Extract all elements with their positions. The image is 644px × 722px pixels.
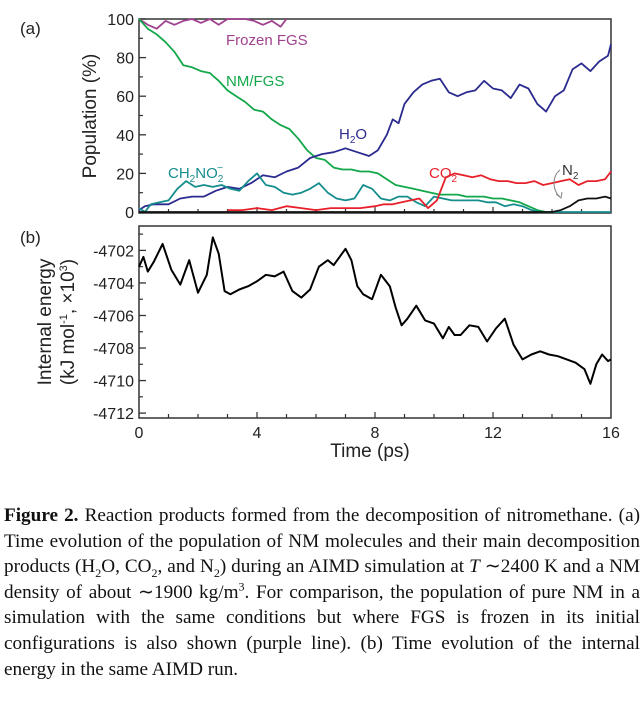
series-line-co2: [227, 170, 612, 211]
panel-b-series: [138, 236, 612, 385]
series-line-nm-fgs: [138, 18, 555, 213]
x-tick-label: 8: [371, 425, 380, 442]
caption-sup: 3: [238, 579, 245, 594]
panel-a-y-ticks: 0 20 40 60 80 100: [107, 12, 146, 222]
caption-text: O, CO: [101, 556, 152, 578]
caption-text: ∼2400 K and a NM density of about ∼1900 …: [4, 556, 640, 603]
y-tick-label: -4708: [93, 341, 134, 358]
panel-a-label: (a): [20, 19, 41, 38]
y-tick-label: -4706: [93, 308, 134, 325]
y-tick-label: 80: [116, 51, 134, 68]
caption-text: . For comparison, the population of pure…: [4, 581, 641, 680]
panel-b-y-axis-title-line1: Internal energy: [35, 258, 56, 385]
y-tick-label: -4702: [93, 243, 134, 260]
caption-label: Figure 2.: [4, 505, 79, 526]
y-tick-label: -4710: [93, 374, 134, 391]
n2-arrow-head: [555, 191, 563, 199]
panel-b-y-ticks: -4712 -4710 -4708 -4706 -4704 -4702: [93, 233, 146, 423]
series-line-n2: [139, 195, 612, 213]
y-tick-label: -4704: [93, 276, 134, 293]
panel-b-label: (b): [20, 228, 41, 247]
caption-italic: T: [469, 556, 480, 578]
label-co2: CO2: [429, 165, 458, 185]
y-tick-label: 20: [116, 166, 134, 183]
y-tick-label: -4712: [93, 406, 134, 423]
caption-text: ) during an AIMD simulation at: [219, 556, 470, 578]
label-h2o: H2O: [339, 126, 367, 146]
x-tick-label: 12: [484, 425, 502, 442]
label-frozen-fgs: Frozen FGS: [226, 32, 308, 49]
x-tick-label: 0: [135, 425, 144, 442]
panel-b-y-axis-title-line2: (kJ mol-1, ×103): [58, 259, 79, 385]
caption-text: Reaction products formed from the decomp…: [4, 505, 640, 578]
figure-caption: Figure 2. Reaction products formed from …: [4, 503, 640, 682]
y-tick-label: 40: [116, 128, 134, 145]
series-line-internal-energy: [138, 236, 612, 385]
x-tick-label: 16: [602, 425, 620, 442]
y-tick-label: 100: [107, 12, 134, 29]
y-tick-label: 0: [125, 205, 134, 222]
y-tick-label: 60: [116, 89, 134, 106]
caption-sub: 2: [213, 566, 220, 581]
caption-sub: 2: [95, 566, 102, 581]
caption-text: , and N: [157, 556, 214, 578]
label-nm-fgs: NM/FGS: [226, 73, 284, 90]
panel-b-x-ticks: 0 4 8 12 16: [135, 412, 620, 442]
series-line-h2o: [138, 43, 612, 211]
x-tick-label: 4: [253, 425, 262, 442]
label-n2: N2: [562, 162, 579, 182]
series-line-ch2no2-: [138, 172, 611, 213]
panel-a-series: [138, 18, 612, 213]
caption-sub: 2: [151, 566, 158, 581]
n2-arrow: [553, 169, 561, 198]
label-ch2no2-minus: CH2NO2−: [168, 163, 224, 185]
series-line-frozen-fgs: [138, 18, 288, 30]
panel-a-y-axis-title: Population (%): [80, 54, 101, 179]
x-axis-title: Time (ps): [330, 441, 410, 462]
